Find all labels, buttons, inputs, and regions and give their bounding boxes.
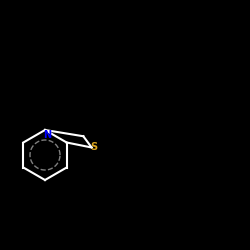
Text: N: N: [44, 130, 52, 140]
Text: S: S: [90, 142, 98, 152]
